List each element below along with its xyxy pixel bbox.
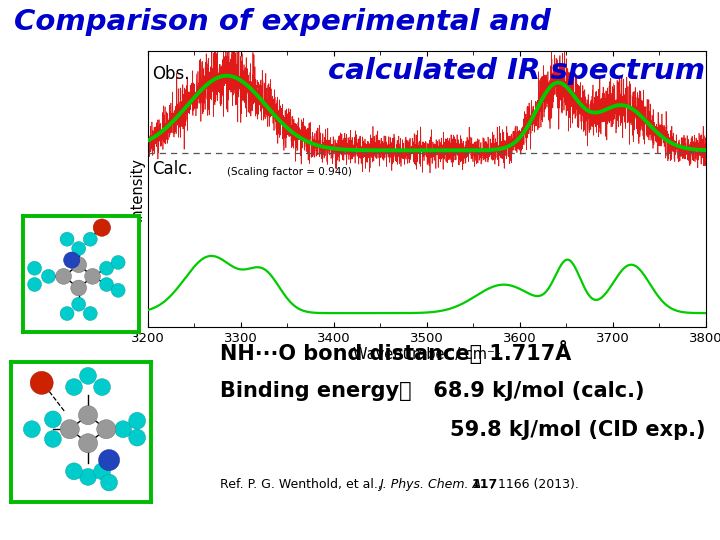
Text: Calc.: Calc. (152, 160, 193, 178)
Circle shape (85, 268, 101, 284)
Text: (Scaling factor = 0.940): (Scaling factor = 0.940) (227, 167, 351, 177)
Circle shape (72, 241, 86, 255)
Y-axis label: Intensity: Intensity (130, 157, 145, 221)
Circle shape (60, 307, 74, 321)
Text: Binding energy：   68.9 kJ/mol (calc.): Binding energy： 68.9 kJ/mol (calc.) (220, 381, 644, 401)
Circle shape (129, 429, 145, 446)
Circle shape (101, 474, 117, 491)
Circle shape (60, 232, 74, 246)
Circle shape (84, 232, 97, 246)
Circle shape (71, 280, 86, 296)
X-axis label: Wavenumber / cm⁻¹: Wavenumber / cm⁻¹ (353, 347, 500, 362)
Circle shape (27, 278, 42, 292)
Circle shape (71, 257, 86, 273)
Text: 59.8 kJ/mol (CID exp.): 59.8 kJ/mol (CID exp.) (450, 420, 706, 440)
Circle shape (80, 367, 96, 384)
Circle shape (111, 255, 125, 269)
Text: 117: 117 (472, 478, 498, 491)
Circle shape (24, 421, 40, 437)
Text: NH···O bond distance： 1.717Å: NH···O bond distance： 1.717Å (220, 340, 571, 364)
Circle shape (78, 434, 98, 453)
Circle shape (60, 420, 79, 438)
Circle shape (93, 219, 111, 237)
Circle shape (111, 284, 125, 297)
Text: calculated IR spectrum: calculated IR spectrum (328, 57, 706, 85)
Text: Ref. P. G. Wenthold, et al.,: Ref. P. G. Wenthold, et al., (220, 478, 385, 491)
Circle shape (84, 307, 97, 321)
Text: J. Phys. Chem. A: J. Phys. Chem. A (379, 478, 485, 491)
Circle shape (80, 469, 96, 485)
Text: , 1166 (2013).: , 1166 (2013). (490, 478, 579, 491)
Circle shape (94, 379, 110, 395)
Text: Comparison of experimental and: Comparison of experimental and (14, 8, 552, 36)
Circle shape (114, 421, 132, 437)
Circle shape (99, 278, 114, 292)
Circle shape (94, 463, 110, 480)
Circle shape (96, 420, 116, 438)
Circle shape (63, 252, 80, 268)
Circle shape (66, 379, 82, 395)
Text: Obs.: Obs. (152, 65, 190, 83)
Circle shape (45, 411, 61, 428)
Circle shape (66, 463, 82, 480)
Circle shape (99, 449, 120, 470)
Circle shape (99, 261, 114, 275)
Circle shape (30, 372, 53, 394)
Circle shape (72, 297, 86, 311)
Circle shape (78, 406, 98, 424)
Circle shape (45, 430, 61, 448)
Circle shape (27, 261, 42, 275)
Circle shape (55, 268, 71, 284)
Circle shape (129, 413, 145, 429)
Circle shape (42, 269, 55, 284)
